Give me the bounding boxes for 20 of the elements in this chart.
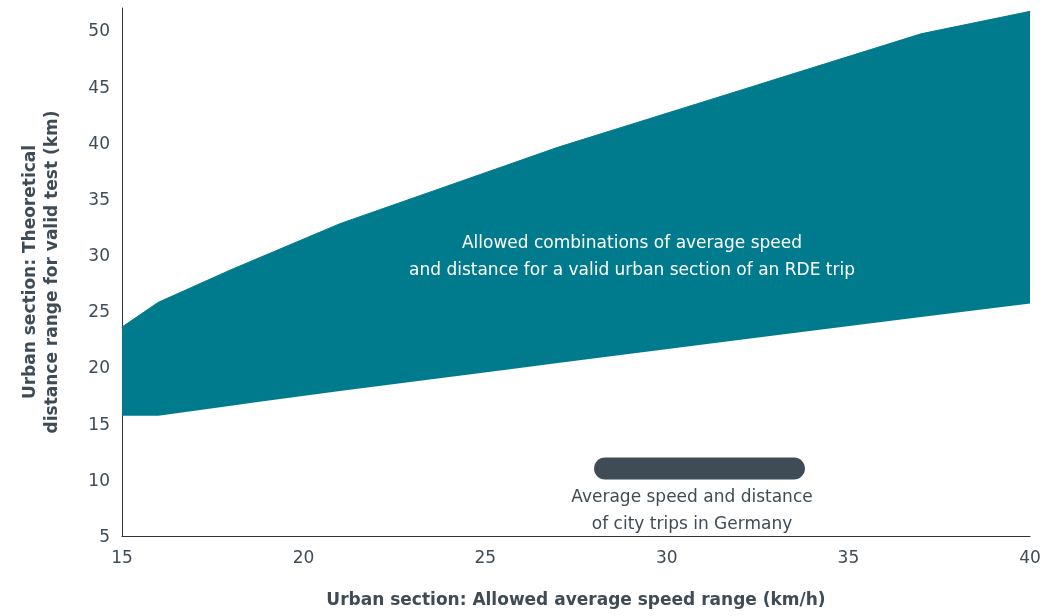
y-tick-label: 15 bbox=[88, 413, 110, 434]
y-tick-label: 45 bbox=[88, 76, 110, 97]
x-tick-label: 25 bbox=[474, 546, 497, 567]
x-tick-label: 20 bbox=[292, 546, 315, 567]
y-tick-label: 35 bbox=[88, 188, 110, 209]
x-tick-label: 40 bbox=[1019, 546, 1041, 567]
y-tick-label: 5 bbox=[99, 526, 110, 546]
x-tick-label: 30 bbox=[655, 546, 678, 567]
y-axis-title: Urban section: Theoretical distance range for valid test (km) bbox=[19, 110, 61, 434]
x-tick-label: 35 bbox=[837, 546, 860, 567]
y-tick-label: 20 bbox=[88, 357, 110, 378]
annotation: Average speed and distance of city trips in Germany bbox=[571, 485, 813, 533]
y-tick-label: 30 bbox=[88, 245, 110, 266]
x-axis-title: Urban section: Allowed average speed range (km/h) bbox=[326, 589, 826, 609]
x-tick-label: 15 bbox=[111, 546, 133, 567]
annotation: Allowed combinations of average speed and distance for a valid urban section of an RDE trip bbox=[409, 231, 855, 279]
y-tick-label: 40 bbox=[88, 132, 110, 153]
y-tick-label: 50 bbox=[88, 20, 110, 41]
y-tick-label: 10 bbox=[88, 469, 110, 490]
y-tick-label: 25 bbox=[88, 301, 110, 322]
